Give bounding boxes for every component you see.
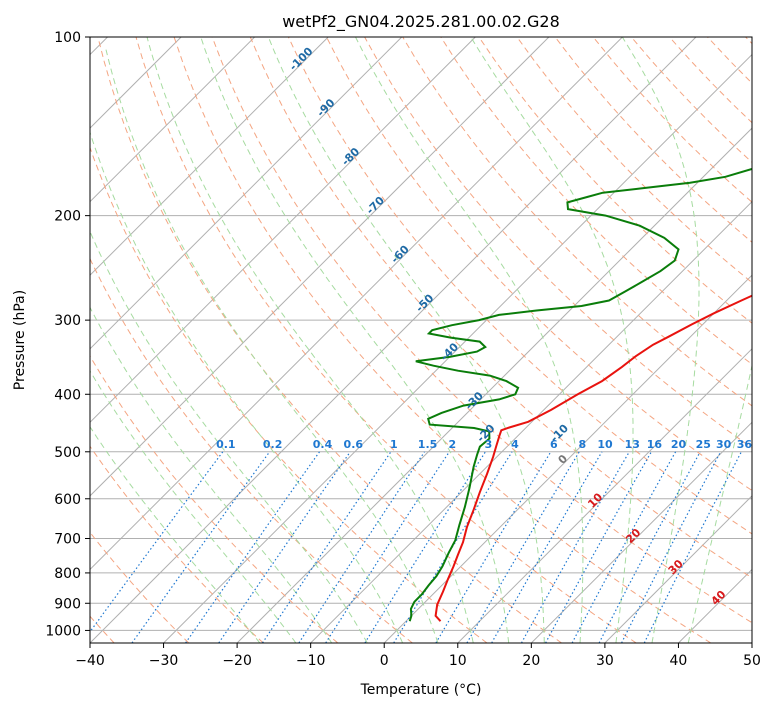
x-tick-label: 50 — [743, 653, 761, 669]
isotherm-line — [236, 127, 752, 643]
mixing-ratio-label: 8 — [578, 438, 586, 451]
x-tick-label: −30 — [149, 653, 179, 669]
mixing-ratio-line — [435, 451, 552, 643]
dry-adiabat — [326, 37, 752, 492]
dry-adiabat — [249, 37, 752, 579]
plot-frame — [89, 36, 753, 644]
dry-adiabat — [90, 355, 339, 643]
dry-adiabat — [211, 37, 752, 624]
mixing-ratio-label: 0.2 — [263, 438, 283, 451]
sounding-lines — [408, 167, 752, 622]
mixing-ratio-label: 0.6 — [344, 438, 364, 451]
x-tick-label: 30 — [596, 653, 614, 669]
mixing-ratio-line — [218, 451, 351, 643]
x-tick-label: −10 — [296, 653, 326, 669]
mixing-ratio-label: 4 — [511, 438, 519, 451]
grid-lines — [90, 37, 752, 643]
mixing-ratio-label: 30 — [716, 438, 732, 451]
moist-adiabat — [267, 37, 545, 643]
dry-adiabat — [97, 37, 562, 643]
chart-title: wetPf2_GN04.2025.281.00.02.G28 — [282, 12, 560, 32]
mixing-ratio-label: 20 — [671, 438, 687, 451]
isotherm-line — [90, 37, 550, 497]
mixing-ratio-line — [325, 451, 450, 643]
mixing-ratio-line — [520, 451, 630, 643]
mixing-ratio-line — [598, 451, 701, 643]
mixing-ratio-line — [545, 451, 652, 643]
mixing-ratio-label: 10 — [597, 438, 613, 451]
y-tick-label: 900 — [54, 596, 81, 612]
isotherm-line — [383, 274, 752, 643]
x-tick-label: 10 — [449, 653, 467, 669]
y-tick-label: 1000 — [45, 623, 81, 639]
x-tick-label: 0 — [380, 653, 389, 669]
moist-adiabat — [90, 230, 368, 643]
moist-adiabat — [355, 37, 584, 643]
mixing-ratio-line — [571, 451, 677, 643]
isotherm-line — [530, 421, 752, 643]
x-axis-label: Temperature (°C) — [360, 682, 482, 698]
mixing-ratio-line — [298, 451, 425, 643]
moist-adiabat — [90, 370, 297, 643]
x-tick-label: −40 — [75, 653, 105, 669]
mixing-ratio-line — [90, 451, 224, 633]
mixing-ratio-label: 6 — [550, 438, 558, 451]
axis-ticks: −40 −30 −20 −10 0 10 20 30 40 5010020030040050060… — [45, 30, 761, 669]
y-tick-label: 800 — [54, 566, 81, 582]
moist-adiabat — [687, 363, 752, 643]
dry-adiabat — [287, 37, 752, 535]
mixing-ratio-label: 0.1 — [216, 438, 236, 451]
mixing-ratio-label: 0.4 — [313, 438, 333, 451]
mixing-ratio-label: 16 — [647, 438, 663, 451]
moist-adiabat — [146, 37, 474, 643]
mixing-ratio-label: 25 — [696, 438, 711, 451]
dry-adiabat — [90, 445, 264, 643]
isotherm-line — [457, 348, 752, 643]
mixing-ratio-line — [131, 451, 271, 643]
mixing-ratio-label: 36 — [737, 438, 753, 451]
y-tick-label: 100 — [54, 30, 81, 46]
y-tick-label: 700 — [54, 532, 81, 548]
moist-adiabat — [90, 130, 404, 643]
mixing-ratio-label: 2 — [448, 438, 456, 451]
mixing-ratio-line — [261, 451, 392, 643]
mixing-ratio-label: 3 — [485, 438, 493, 451]
moist-adiabat — [470, 37, 634, 643]
mixing-ratio-label: 1 — [390, 438, 398, 451]
moist-adiabat — [621, 37, 700, 643]
moist-adiabat — [90, 425, 261, 643]
mixing-ratio-label: 13 — [625, 438, 640, 451]
isotherm-line — [90, 37, 697, 643]
y-tick-label: 500 — [54, 445, 81, 461]
y-tick-label: 600 — [54, 492, 81, 508]
mixing-ratio-line — [364, 451, 486, 643]
y-tick-label: 300 — [54, 313, 81, 329]
dry-adiabat — [135, 37, 637, 643]
y-axis-label: Pressure (hPa) — [12, 290, 28, 390]
temperature-profile — [434, 294, 752, 622]
moist-adiabat — [105, 49, 439, 643]
dewpoint-profile — [408, 167, 752, 622]
moist-adiabat — [90, 306, 333, 643]
dry-adiabat — [90, 257, 413, 643]
x-tick-label: 40 — [670, 653, 688, 669]
dry-adiabat — [173, 37, 712, 643]
isotherm-line — [90, 37, 256, 203]
isotherm-line — [90, 37, 403, 350]
isotherm-line — [90, 37, 476, 424]
isotherm-line — [90, 37, 623, 571]
x-tick-label: −20 — [222, 653, 252, 669]
y-tick-label: 200 — [54, 209, 81, 225]
mixing-ratio-label: 1.5 — [418, 438, 438, 451]
y-tick-label: 400 — [54, 387, 81, 403]
isotherm-line — [90, 37, 329, 276]
isotherm-line — [604, 495, 752, 643]
x-tick-label: 20 — [522, 653, 540, 669]
mixing-ratio-line — [185, 451, 320, 643]
